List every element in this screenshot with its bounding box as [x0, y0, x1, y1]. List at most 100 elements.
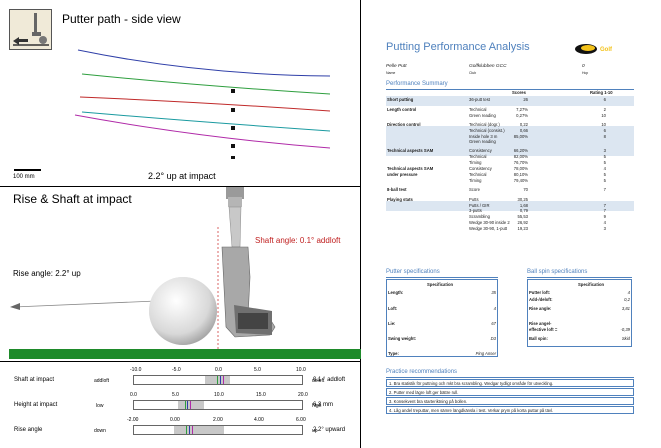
back-button[interactable] — [9, 9, 52, 50]
summary-cell-score: 19,23 — [517, 226, 528, 232]
summary-cell-cat: under pressure — [387, 171, 418, 177]
ball-spec-key: Rise angel- — [529, 321, 552, 326]
summary-cell-rating: 2 — [603, 106, 606, 112]
shaft-angle-label: Shaft angle: 0.1° addloft — [255, 236, 341, 245]
tick: 20.0 — [298, 392, 308, 398]
summary-cell-cat: Short putting — [387, 97, 414, 102]
tick: 10.0 — [296, 367, 306, 373]
col-scores: Scores — [512, 90, 526, 95]
left-analysis-panel: Putter path - side view 100 mm 2.2° up a… — [0, 0, 361, 448]
summary-cell-cat: 8-ball test — [387, 186, 407, 192]
path-curve-green — [81, 73, 331, 95]
summary-cell-item: Consistency — [469, 166, 492, 171]
putter-spec-key: Loft: — [388, 306, 398, 311]
putter-spec-value: 67 — [491, 321, 496, 326]
player-name: Pelle Putt — [386, 64, 407, 69]
hcp-value: 0 — [582, 64, 585, 69]
summary-cell-score: 70 — [523, 186, 528, 192]
summary-cell-score: 26,92 — [517, 220, 528, 226]
ball-spec-value: 0,2 — [624, 297, 630, 302]
summary-cell-rating: 5 — [603, 160, 606, 166]
putter-path-caption: 2.2° up at impact — [148, 171, 216, 181]
spec-header: Specification — [578, 282, 605, 287]
summary-cell-score: 30,25 — [517, 196, 528, 202]
summary-cell-cat: Length control — [387, 106, 417, 112]
summary-cell-score: 55,53 — [517, 214, 528, 220]
practice-item: 2. Putter med lägre loft ger bättre rull… — [386, 388, 634, 396]
putter-spec-value: 4 — [493, 306, 496, 311]
club-label: Club — [469, 71, 477, 75]
practice-title: Practice recommendations — [386, 369, 458, 375]
summary-cell-rating: 6 — [603, 97, 606, 102]
summary-cell-rating: 3 — [603, 148, 606, 154]
col-rating: Rating 1-10 — [590, 90, 613, 95]
summary-cell-rating: 7 — [603, 186, 606, 192]
summary-cell-item: Technical (consist.) — [469, 127, 505, 133]
gauge-height-label: Height at impact — [14, 402, 58, 408]
summary-cell-item: Green reading — [469, 139, 496, 145]
ball-spec-key: Putter loft: — [529, 290, 551, 295]
summary-cell-item: Consistency — [469, 148, 492, 154]
summary-cell-rating: 8 — [603, 133, 606, 139]
gauge-left-word: addloft — [94, 378, 110, 384]
gauge-bar — [133, 400, 303, 410]
putter-spec-value: Ping Anser — [475, 351, 496, 356]
path-curve-red — [79, 96, 331, 112]
summary-cell-cat: Direction control — [387, 121, 421, 127]
hcp-label: Hcp — [582, 71, 589, 75]
summary-cell-item: Technical — [469, 171, 487, 177]
club-name: Golfklubben GCC — [469, 64, 507, 69]
rise-angle-label: Rise angle: 2.2° up — [13, 269, 81, 278]
summary-cell-rating: 4 — [603, 166, 606, 171]
rise-shaft-title: Rise & Shaft at impact — [13, 192, 132, 206]
summary-cell-rating: 10 — [601, 121, 606, 127]
tick: 0.00 — [170, 417, 180, 423]
practice-item: 3. Konsekvent bra starteriktning på boll… — [386, 397, 634, 405]
putter-path-chart — [14, 49, 331, 171]
gauge-rise-value: 2.2° upward — [313, 427, 346, 433]
ball-spec-value: -0,39 — [620, 327, 630, 332]
path-curve-blue — [77, 49, 331, 77]
summary-cell-rating: 10 — [601, 112, 606, 118]
summary-cell-score: 1,68 — [519, 202, 528, 208]
report-page — [362, 0, 661, 448]
summary-cell-rating: 7 — [603, 202, 606, 208]
tick: 15.0 — [256, 392, 266, 398]
summary-cell-score: 26 — [523, 97, 528, 102]
summary-cell-rating: 4 — [603, 220, 606, 226]
gauge-bar — [133, 425, 303, 435]
summary-cell-rating: 5 — [603, 171, 606, 177]
summary-cell-score: 66,20% — [513, 148, 528, 154]
tick: 4.00 — [254, 417, 264, 423]
summary-cell-score: 0,66 — [519, 127, 528, 133]
summary-title: Performance Summary — [386, 81, 448, 87]
report-title: Putting Performance Analysis — [386, 41, 530, 53]
gauge-rise-label: Rise angle — [14, 427, 43, 433]
summary-cell-cat: Technical aspects SAM — [387, 148, 434, 154]
summary-cell-score: 80,10% — [513, 171, 528, 177]
summary-cell-cat: Playing stats — [387, 196, 413, 202]
summary-cell-rating: 6 — [603, 127, 606, 133]
golf-logo: Golf — [572, 40, 628, 56]
rise-shaft-scene — [9, 187, 361, 359]
summary-cell-score: 79,40% — [513, 177, 528, 183]
tick: 6.00 — [296, 417, 306, 423]
ball-spec-key: Rise angle: — [529, 306, 552, 311]
summary-cell-rating: 7 — [603, 208, 606, 214]
path-curve-magenta — [74, 114, 331, 149]
summary-cell-item: Technical — [469, 154, 487, 160]
putter-spec-value: 35 — [491, 290, 496, 295]
ball-spec-table: Specification — [527, 279, 632, 347]
summary-cell-score: 82,00% — [513, 154, 528, 160]
ball-spec-key: Ball spin: — [529, 336, 548, 341]
putter-spec-title: Putter specifications — [386, 269, 440, 275]
player-label: Name — [386, 71, 396, 75]
summary-cell-item: Technical (dogr.) — [469, 121, 500, 127]
gauge-bar — [133, 375, 303, 385]
summary-cell-item: Timing — [469, 177, 482, 183]
putter-path-title: Putter path - side view — [62, 12, 181, 26]
summary-cell-score: 76,70% — [513, 160, 528, 166]
summary-cell-rating: 9 — [603, 214, 606, 220]
tick: 10.0 — [214, 392, 224, 398]
summary-cell-rating: 5 — [603, 177, 606, 183]
